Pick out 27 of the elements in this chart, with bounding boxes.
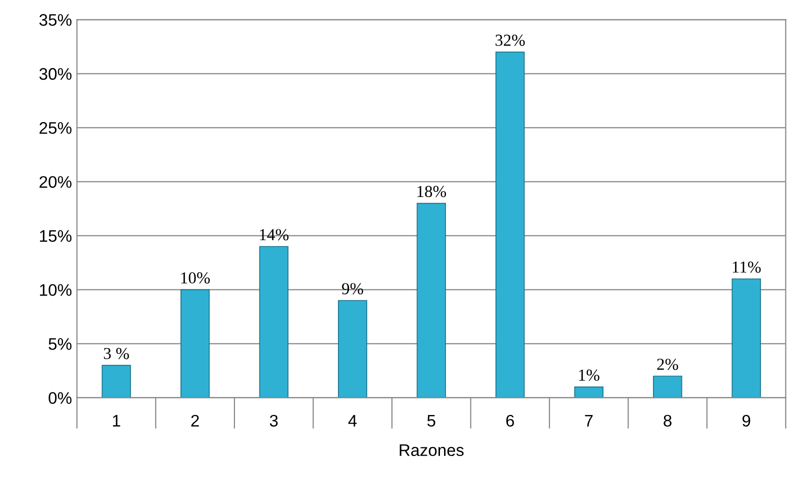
y-tick-label: 35% (39, 14, 72, 26)
y-tick-label: 0% (48, 392, 72, 404)
x-tick-label: 3 (270, 414, 278, 427)
x-tick-label: 5 (427, 414, 436, 427)
data-label: 3 % (104, 348, 129, 360)
data-label: 9% (342, 283, 364, 294)
x-axis-title: Razones (400, 444, 464, 456)
data-label: 2% (657, 358, 678, 370)
data-label: 10% (181, 272, 210, 284)
y-tick-label: 10% (40, 284, 72, 296)
y-tick-label: 25% (40, 122, 72, 134)
x-tick-label: 6 (506, 414, 514, 427)
data-label: 18% (418, 186, 446, 198)
y-tick-label: 5% (48, 338, 72, 350)
y-tick-label: 30% (39, 68, 72, 80)
x-tick-label: 7 (585, 414, 593, 426)
x-tick-label: 8 (664, 414, 672, 427)
data-label: 14% (260, 229, 289, 240)
data-label: 1% (579, 369, 600, 381)
x-tick-label: 1 (112, 414, 120, 426)
data-label: 11% (732, 261, 761, 273)
y-tick-label: 15% (40, 230, 72, 242)
x-tick-label: 2 (191, 414, 199, 426)
y-tick-label: 20% (40, 176, 72, 188)
x-tick-label: 4 (348, 414, 357, 426)
data-label: 32% (496, 34, 525, 46)
x-tick-label: 9 (742, 414, 750, 427)
